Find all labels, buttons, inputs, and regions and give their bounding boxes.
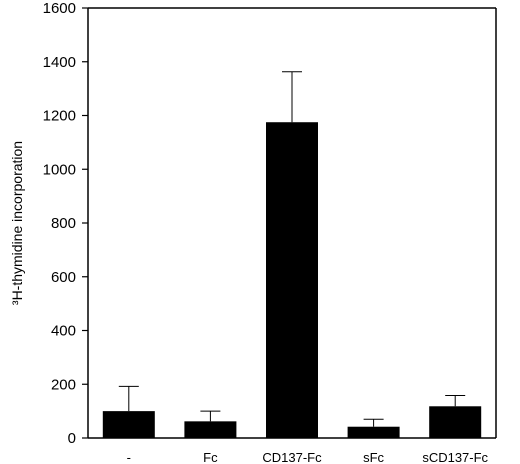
x-tick-label: sFc	[363, 450, 384, 464]
y-tick-label: 1000	[43, 161, 76, 178]
y-tick-label: 1200	[43, 108, 76, 125]
bar	[184, 421, 237, 438]
x-tick-label: -	[127, 450, 131, 464]
y-tick-label: 1400	[43, 54, 76, 71]
y-tick-label: 200	[51, 376, 76, 393]
y-tick-label: 0	[68, 430, 76, 447]
y-tick-label: 800	[51, 215, 76, 232]
x-axis-labels: - Fc CD137-Fc sFc sCD137-Fc	[127, 450, 489, 464]
bar	[429, 406, 482, 438]
y-tick-label: 400	[51, 323, 76, 340]
x-tick-label: Fc	[203, 450, 218, 464]
bar	[102, 411, 155, 438]
x-tick-label: sCD137-Fc	[422, 450, 488, 464]
x-tick-label: CD137-Fc	[262, 450, 322, 464]
y-tick-label: 1600	[43, 0, 76, 17]
bars	[102, 122, 482, 438]
error-bars	[118, 71, 466, 427]
y-tick-label: 600	[51, 269, 76, 286]
bar	[266, 122, 318, 438]
y-axis-ticks: 0 200 400 600 800 1000 1200 1400 1600	[43, 0, 88, 447]
bar	[347, 426, 400, 438]
y-axis-title: ³H-thymidine incorporation	[9, 141, 25, 305]
